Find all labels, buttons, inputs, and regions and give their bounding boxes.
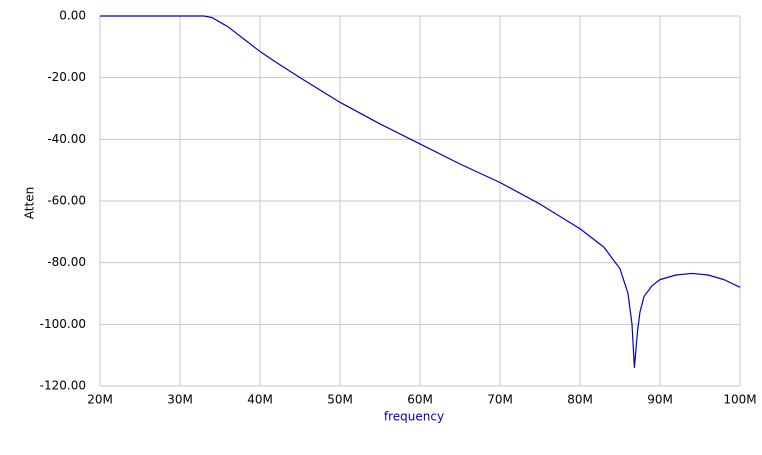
y-tick-label: 0.00 — [59, 9, 86, 23]
x-axis-label: frequency — [384, 410, 444, 424]
x-tick-label: 100M — [723, 393, 756, 407]
y-tick-label: -40.00 — [47, 132, 86, 146]
data-line — [100, 15, 741, 369]
y-tick-label: -20.00 — [47, 70, 86, 84]
y-tick-label: -80.00 — [47, 255, 86, 269]
y-axis-label: Atten — [23, 187, 37, 219]
x-tick-label: 40M — [247, 393, 273, 407]
y-tick-label: -100.00 — [40, 317, 86, 331]
x-tick-label: 80M — [567, 393, 593, 407]
x-tick-label: 30M — [167, 393, 193, 407]
x-tick-label: 60M — [407, 393, 433, 407]
y-tick-label: -60.00 — [47, 194, 86, 208]
y-tick-label: -120.00 — [40, 379, 86, 393]
x-tick-label: 20M — [87, 393, 113, 407]
x-tick-label: 90M — [647, 393, 673, 407]
x-tick-label: 50M — [327, 393, 353, 407]
x-tick-label: 70M — [487, 393, 513, 407]
